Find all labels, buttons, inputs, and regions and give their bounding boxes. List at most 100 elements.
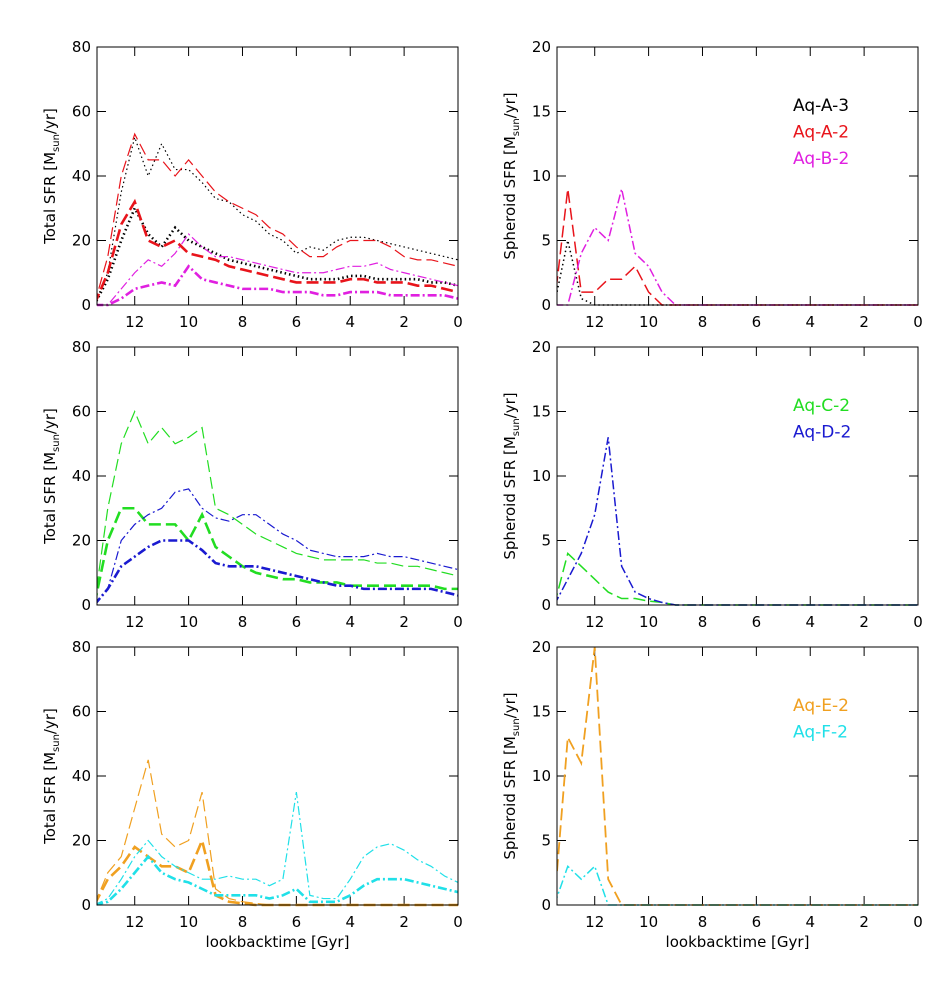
y-tick-label: 20 (532, 338, 551, 356)
series-line (557, 551, 918, 606)
y-label-sub: sun (51, 434, 62, 452)
x-tick-label: 12 (585, 913, 604, 931)
y-label-main: Total SFR [M (41, 752, 59, 845)
x-tick-label: 6 (292, 913, 302, 931)
series-line (557, 240, 918, 306)
x-tick-label: 8 (698, 913, 708, 931)
y-label-main: Total SFR [M (41, 152, 59, 245)
series-line (97, 488, 458, 603)
plot-area (557, 188, 918, 306)
x-tick-label: 8 (698, 613, 708, 631)
y-tick-label: 10 (532, 467, 551, 485)
series-line (97, 854, 458, 906)
legend-entry: Aq-A-2 (793, 123, 849, 143)
y-tick-label: 5 (541, 832, 551, 850)
y-axis-label: Total SFR [Msun/yr] (41, 108, 62, 245)
y-tick-label: 0 (81, 296, 91, 314)
series-line (557, 864, 918, 906)
y-tick-label: 10 (532, 167, 551, 185)
x-tick-label: 2 (399, 313, 409, 331)
y-tick-label: 20 (72, 232, 91, 250)
y-tick-label: 0 (81, 896, 91, 914)
y-label-tail: /yr] (41, 708, 59, 734)
y-tick-label: 80 (72, 638, 91, 656)
y-tick-label: 40 (72, 767, 91, 785)
x-tick-label: 4 (345, 613, 355, 631)
x-tick-label: 10 (639, 913, 658, 931)
x-tick-label: 6 (752, 913, 762, 931)
y-tick-label: 80 (72, 338, 91, 356)
series-line (97, 233, 458, 306)
x-tick-label: 2 (859, 913, 869, 931)
y-tick-label: 10 (532, 767, 551, 785)
y-tick-label: 80 (72, 38, 91, 56)
y-label-tail: /yr] (41, 108, 59, 134)
series-line (97, 792, 458, 905)
y-label-main: Spheroid SFR [M (501, 736, 519, 859)
legend-entry: Aq-C-2 (793, 396, 850, 416)
y-axis-label: Total SFR [Msun/yr] (41, 708, 62, 845)
y-tick-label: 60 (72, 703, 91, 721)
y-label-sub: sun (51, 134, 62, 152)
series-line (557, 188, 918, 306)
y-label-tail: /yr] (501, 692, 519, 718)
x-tick-label: 0 (913, 313, 923, 331)
y-label-main: Total SFR [M (41, 452, 59, 545)
series-line (97, 264, 458, 307)
plot-frame (96, 46, 459, 306)
x-tick-label: 8 (238, 613, 248, 631)
x-tick-label: 6 (292, 613, 302, 631)
x-tick-label: 4 (805, 913, 815, 931)
x-tick-label: 10 (179, 613, 198, 631)
y-label-main: Spheroid SFR [M (501, 136, 519, 259)
y-tick-label: 40 (72, 167, 91, 185)
x-tick-label: 4 (805, 613, 815, 631)
plot-area (557, 646, 918, 906)
y-label-main: Spheroid SFR [M (501, 436, 519, 559)
legend-entry: Aq-D-2 (793, 423, 851, 443)
y-tick-label: 0 (81, 596, 91, 614)
plot-frame (556, 646, 919, 906)
x-tick-label: 2 (399, 613, 409, 631)
series-line (97, 205, 458, 303)
y-tick-label: 20 (72, 832, 91, 850)
x-tick-label: 10 (179, 313, 198, 331)
x-tick-label: 0 (453, 913, 463, 931)
y-label-sub: sun (51, 734, 62, 752)
series-line (97, 132, 458, 298)
x-tick-label: 0 (913, 913, 923, 931)
y-label-tail: /yr] (501, 392, 519, 418)
x-tick-label: 12 (125, 913, 144, 931)
x-tick-label: 4 (345, 313, 355, 331)
y-tick-label: 15 (532, 103, 551, 121)
plot-area (97, 132, 458, 307)
x-tick-label: 10 (179, 913, 198, 931)
legend-entry: Aq-E-2 (793, 696, 849, 716)
y-label-tail: /yr] (41, 408, 59, 434)
plot-frame (96, 346, 459, 606)
series-line (97, 539, 458, 604)
x-tick-label: 8 (238, 913, 248, 931)
series-line (557, 646, 918, 906)
x-tick-label: 12 (125, 613, 144, 631)
legend-entry: Aq-A-3 (793, 96, 849, 116)
plot-area (97, 759, 458, 907)
x-tick-label: 12 (125, 313, 144, 331)
x-tick-label: 2 (859, 613, 869, 631)
y-axis-label: Spheroid SFR [Msun/yr] (501, 692, 522, 859)
x-tick-label: 2 (399, 913, 409, 931)
y-tick-label: 60 (72, 403, 91, 421)
x-tick-label: 10 (639, 313, 658, 331)
y-axis-label: Spheroid SFR [Msun/yr] (501, 392, 522, 559)
plot-frame (556, 346, 919, 606)
y-label-sub: sun (511, 118, 522, 136)
series-line (557, 188, 918, 306)
plot-area (557, 437, 918, 606)
y-tick-label: 15 (532, 703, 551, 721)
y-label-sub: sun (511, 718, 522, 736)
